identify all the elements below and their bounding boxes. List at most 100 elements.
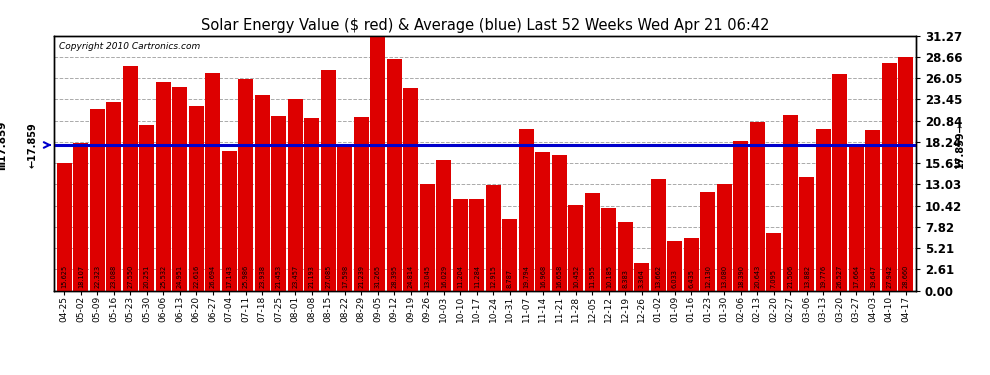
Text: 27.942: 27.942 bbox=[886, 265, 892, 288]
Text: 26.527: 26.527 bbox=[837, 265, 842, 288]
Text: 17.664: 17.664 bbox=[853, 265, 859, 288]
Text: 27.550: 27.550 bbox=[128, 265, 134, 288]
Text: 20.643: 20.643 bbox=[754, 265, 760, 288]
Text: 11.204: 11.204 bbox=[457, 265, 463, 288]
Text: 22.323: 22.323 bbox=[94, 265, 100, 288]
Text: 21.506: 21.506 bbox=[787, 265, 793, 288]
Text: 16.658: 16.658 bbox=[556, 265, 562, 288]
Text: 17.859→: 17.859→ bbox=[954, 122, 964, 168]
Text: 10.452: 10.452 bbox=[573, 265, 579, 288]
Bar bbox=[833, 74, 847, 291]
Text: 26.694: 26.694 bbox=[210, 265, 216, 288]
Text: 21.193: 21.193 bbox=[309, 265, 315, 288]
Bar bbox=[536, 152, 550, 291]
Bar bbox=[799, 177, 815, 291]
Bar bbox=[420, 184, 435, 291]
Text: 16.968: 16.968 bbox=[540, 265, 545, 288]
Bar bbox=[387, 59, 402, 291]
Bar bbox=[321, 70, 336, 291]
Bar bbox=[585, 193, 600, 291]
Bar bbox=[551, 155, 567, 291]
Bar bbox=[667, 242, 682, 291]
Text: 21.453: 21.453 bbox=[276, 265, 282, 288]
Text: 25.986: 25.986 bbox=[243, 265, 248, 288]
Bar bbox=[90, 109, 105, 291]
Bar bbox=[749, 122, 765, 291]
Text: 3.364: 3.364 bbox=[639, 269, 644, 288]
Bar bbox=[338, 147, 352, 291]
Bar bbox=[717, 184, 732, 291]
Bar bbox=[106, 102, 122, 291]
Bar bbox=[205, 73, 221, 291]
Text: 18.107: 18.107 bbox=[78, 265, 84, 288]
Bar bbox=[816, 129, 831, 291]
Bar bbox=[452, 199, 468, 291]
Text: 28.395: 28.395 bbox=[391, 265, 397, 288]
Text: 12.130: 12.130 bbox=[705, 265, 711, 288]
Text: 10.185: 10.185 bbox=[606, 265, 612, 288]
Bar bbox=[189, 106, 204, 291]
Text: ⅲ17.859: ⅲ17.859 bbox=[0, 120, 7, 170]
Bar bbox=[353, 117, 369, 291]
Text: 18.390: 18.390 bbox=[738, 265, 743, 288]
Text: 24.951: 24.951 bbox=[177, 265, 183, 288]
Text: 23.457: 23.457 bbox=[292, 265, 298, 288]
Bar bbox=[700, 192, 716, 291]
Text: 28.660: 28.660 bbox=[903, 265, 909, 288]
Bar bbox=[635, 263, 649, 291]
Text: 23.938: 23.938 bbox=[259, 265, 265, 288]
Bar bbox=[848, 147, 864, 291]
Bar bbox=[684, 238, 699, 291]
Text: 13.662: 13.662 bbox=[655, 265, 661, 288]
Bar bbox=[618, 222, 633, 291]
Text: 17.143: 17.143 bbox=[227, 265, 233, 288]
Text: 7.095: 7.095 bbox=[771, 269, 777, 288]
Text: 22.616: 22.616 bbox=[193, 265, 199, 288]
Bar bbox=[370, 36, 385, 291]
Title: Solar Energy Value ($ red) & Average (blue) Last 52 Weeks Wed Apr 21 06:42: Solar Energy Value ($ red) & Average (bl… bbox=[201, 18, 769, 33]
Text: Copyright 2010 Cartronics.com: Copyright 2010 Cartronics.com bbox=[58, 42, 200, 51]
Bar bbox=[123, 66, 138, 291]
Text: 13.045: 13.045 bbox=[425, 265, 431, 288]
Bar bbox=[304, 118, 320, 291]
Bar bbox=[502, 219, 518, 291]
Bar bbox=[898, 57, 914, 291]
Bar bbox=[239, 79, 253, 291]
Text: 13.882: 13.882 bbox=[804, 265, 810, 288]
Bar bbox=[155, 82, 171, 291]
Text: 21.239: 21.239 bbox=[358, 265, 364, 288]
Bar bbox=[140, 126, 154, 291]
Bar bbox=[73, 143, 88, 291]
Text: 24.814: 24.814 bbox=[408, 265, 414, 288]
Text: 8.383: 8.383 bbox=[623, 269, 629, 288]
Bar bbox=[288, 99, 303, 291]
Bar bbox=[486, 185, 501, 291]
Bar bbox=[254, 95, 270, 291]
Text: 6.033: 6.033 bbox=[672, 269, 678, 288]
Text: 11.955: 11.955 bbox=[589, 265, 595, 288]
Bar bbox=[601, 208, 617, 291]
Bar bbox=[222, 151, 237, 291]
Bar bbox=[271, 116, 286, 291]
Bar bbox=[568, 206, 583, 291]
Text: 19.776: 19.776 bbox=[821, 265, 827, 288]
Bar bbox=[519, 129, 534, 291]
Text: ←17.859: ←17.859 bbox=[27, 122, 38, 168]
Bar bbox=[437, 160, 451, 291]
Text: 13.080: 13.080 bbox=[722, 265, 728, 288]
Text: 19.647: 19.647 bbox=[870, 265, 876, 288]
Bar bbox=[469, 199, 484, 291]
Text: 20.251: 20.251 bbox=[144, 265, 149, 288]
Text: 12.915: 12.915 bbox=[490, 265, 496, 288]
Text: 6.435: 6.435 bbox=[688, 269, 694, 288]
Text: 8.787: 8.787 bbox=[507, 269, 513, 288]
Text: 31.265: 31.265 bbox=[375, 265, 381, 288]
Bar bbox=[56, 163, 72, 291]
Bar bbox=[650, 179, 666, 291]
Text: 17.598: 17.598 bbox=[342, 265, 347, 288]
Bar bbox=[172, 87, 187, 291]
Bar bbox=[766, 233, 781, 291]
Text: 11.284: 11.284 bbox=[474, 265, 480, 288]
Bar bbox=[403, 88, 419, 291]
Text: 23.088: 23.088 bbox=[111, 265, 117, 288]
